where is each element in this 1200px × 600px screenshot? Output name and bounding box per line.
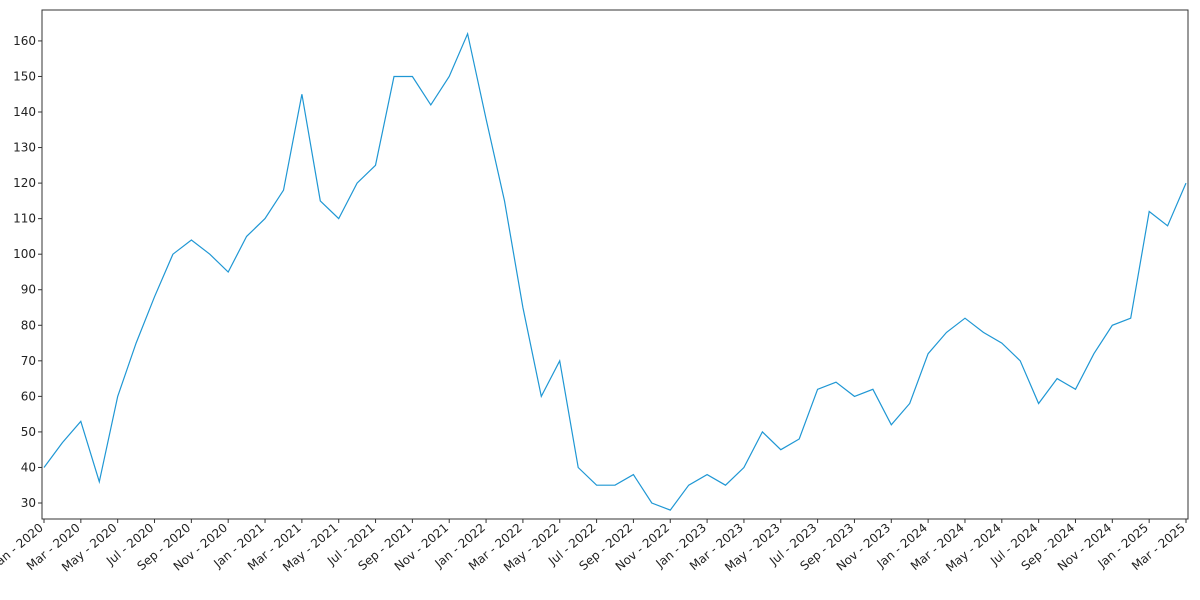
y-tick-label: 60 (21, 389, 36, 403)
y-tick-label: 30 (21, 496, 36, 510)
y-tick-label: 160 (13, 34, 36, 48)
y-tick-label: 140 (13, 105, 36, 119)
y-tick-label: 90 (21, 283, 36, 297)
y-tick-label: 130 (13, 141, 36, 155)
plot-frame (41, 9, 1189, 520)
y-tick-label: 110 (13, 212, 36, 226)
y-tick-label: 50 (21, 425, 36, 439)
y-tick-label: 120 (13, 176, 36, 190)
y-tick-label: 100 (13, 247, 36, 261)
y-tick-label: 40 (21, 460, 36, 474)
y-tick-label: 70 (21, 354, 36, 368)
y-tick-label: 150 (13, 69, 36, 83)
y-tick-label: 80 (21, 318, 36, 332)
price-line (43, 31, 1187, 511)
